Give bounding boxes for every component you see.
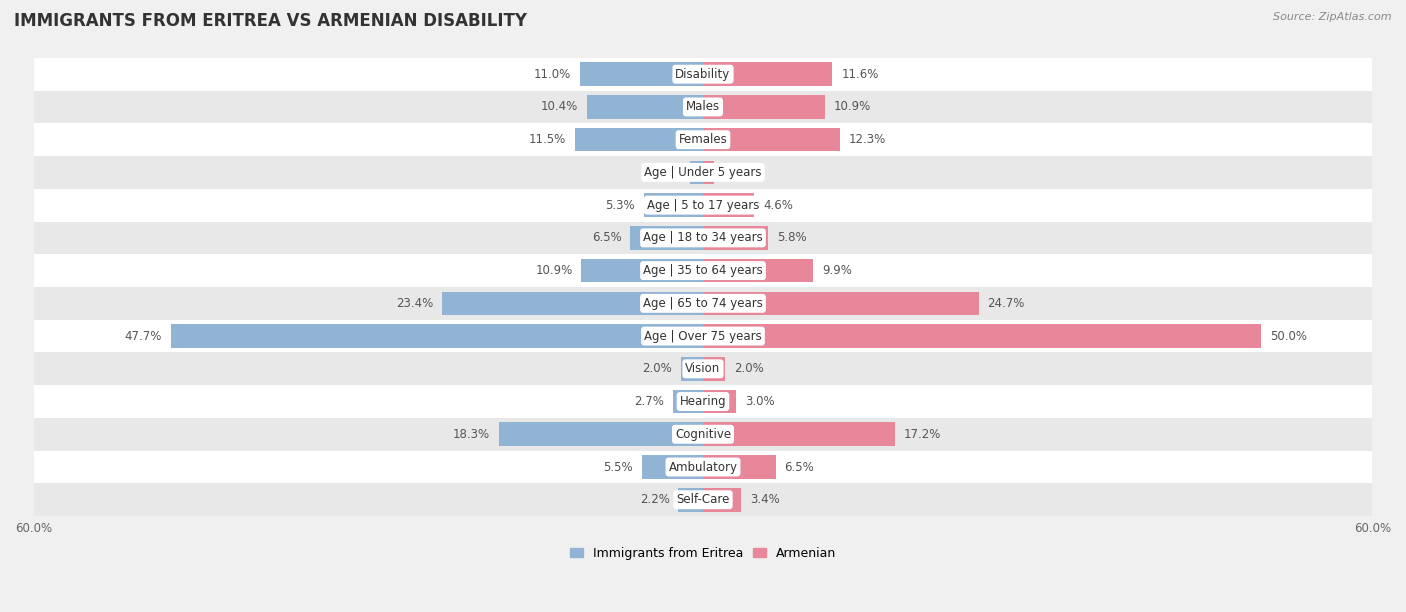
- Legend: Immigrants from Eritrea, Armenian: Immigrants from Eritrea, Armenian: [565, 542, 841, 565]
- Text: 17.2%: 17.2%: [904, 428, 941, 441]
- Text: 11.5%: 11.5%: [529, 133, 565, 146]
- Text: Disability: Disability: [675, 68, 731, 81]
- Text: Vision: Vision: [685, 362, 721, 375]
- Bar: [703, 95, 824, 119]
- Text: 6.5%: 6.5%: [785, 460, 814, 474]
- Bar: [34, 254, 1372, 287]
- Text: 10.9%: 10.9%: [834, 100, 870, 113]
- Text: 3.4%: 3.4%: [749, 493, 779, 506]
- Text: Age | Under 5 years: Age | Under 5 years: [644, 166, 762, 179]
- Text: Females: Females: [679, 133, 727, 146]
- Bar: [170, 324, 703, 348]
- Text: 1.2%: 1.2%: [651, 166, 681, 179]
- Bar: [703, 324, 1261, 348]
- Text: Age | 35 to 64 years: Age | 35 to 64 years: [643, 264, 763, 277]
- Bar: [673, 390, 703, 413]
- Text: 9.9%: 9.9%: [823, 264, 852, 277]
- Bar: [703, 390, 737, 413]
- Bar: [641, 455, 703, 479]
- Text: 5.8%: 5.8%: [776, 231, 806, 244]
- Text: 2.0%: 2.0%: [734, 362, 763, 375]
- Bar: [703, 488, 741, 512]
- Text: 10.4%: 10.4%: [541, 100, 578, 113]
- Text: Age | 18 to 34 years: Age | 18 to 34 years: [643, 231, 763, 244]
- Bar: [703, 422, 894, 446]
- Bar: [34, 385, 1372, 418]
- Text: 50.0%: 50.0%: [1270, 330, 1306, 343]
- Bar: [34, 483, 1372, 516]
- Bar: [34, 123, 1372, 156]
- Text: 12.3%: 12.3%: [849, 133, 886, 146]
- Text: 6.5%: 6.5%: [592, 231, 621, 244]
- Bar: [34, 188, 1372, 222]
- Text: 23.4%: 23.4%: [395, 297, 433, 310]
- Bar: [582, 259, 703, 282]
- Text: Males: Males: [686, 100, 720, 113]
- Bar: [703, 455, 776, 479]
- Text: Self-Care: Self-Care: [676, 493, 730, 506]
- Bar: [34, 287, 1372, 319]
- Bar: [586, 95, 703, 119]
- Text: IMMIGRANTS FROM ERITREA VS ARMENIAN DISABILITY: IMMIGRANTS FROM ERITREA VS ARMENIAN DISA…: [14, 12, 527, 30]
- Bar: [441, 291, 703, 315]
- Bar: [703, 128, 841, 151]
- Bar: [703, 291, 979, 315]
- Bar: [34, 418, 1372, 450]
- Bar: [581, 62, 703, 86]
- Text: 5.3%: 5.3%: [606, 199, 636, 212]
- Bar: [703, 226, 768, 250]
- Text: 2.0%: 2.0%: [643, 362, 672, 375]
- Text: Age | 65 to 74 years: Age | 65 to 74 years: [643, 297, 763, 310]
- Bar: [34, 58, 1372, 91]
- Text: Age | Over 75 years: Age | Over 75 years: [644, 330, 762, 343]
- Text: 24.7%: 24.7%: [987, 297, 1025, 310]
- Bar: [681, 357, 703, 381]
- Bar: [34, 222, 1372, 254]
- Bar: [575, 128, 703, 151]
- Text: Age | 5 to 17 years: Age | 5 to 17 years: [647, 199, 759, 212]
- Text: 4.6%: 4.6%: [763, 199, 793, 212]
- Text: Ambulatory: Ambulatory: [668, 460, 738, 474]
- Bar: [34, 319, 1372, 353]
- Text: 11.6%: 11.6%: [841, 68, 879, 81]
- Bar: [703, 193, 755, 217]
- Text: 18.3%: 18.3%: [453, 428, 489, 441]
- Bar: [679, 488, 703, 512]
- Bar: [703, 259, 814, 282]
- Bar: [34, 450, 1372, 483]
- Text: 5.5%: 5.5%: [603, 460, 633, 474]
- Bar: [34, 156, 1372, 188]
- Bar: [703, 160, 714, 184]
- Bar: [499, 422, 703, 446]
- Text: Hearing: Hearing: [679, 395, 727, 408]
- Bar: [703, 62, 832, 86]
- Text: 1.0%: 1.0%: [723, 166, 752, 179]
- Text: 3.0%: 3.0%: [745, 395, 775, 408]
- Text: 11.0%: 11.0%: [534, 68, 571, 81]
- Bar: [34, 91, 1372, 123]
- Text: 2.2%: 2.2%: [640, 493, 669, 506]
- Bar: [644, 193, 703, 217]
- Text: 2.7%: 2.7%: [634, 395, 664, 408]
- Text: Cognitive: Cognitive: [675, 428, 731, 441]
- Text: 47.7%: 47.7%: [125, 330, 162, 343]
- Text: 10.9%: 10.9%: [536, 264, 572, 277]
- Bar: [703, 357, 725, 381]
- Bar: [34, 353, 1372, 385]
- Bar: [689, 160, 703, 184]
- Bar: [630, 226, 703, 250]
- Text: Source: ZipAtlas.com: Source: ZipAtlas.com: [1274, 12, 1392, 22]
